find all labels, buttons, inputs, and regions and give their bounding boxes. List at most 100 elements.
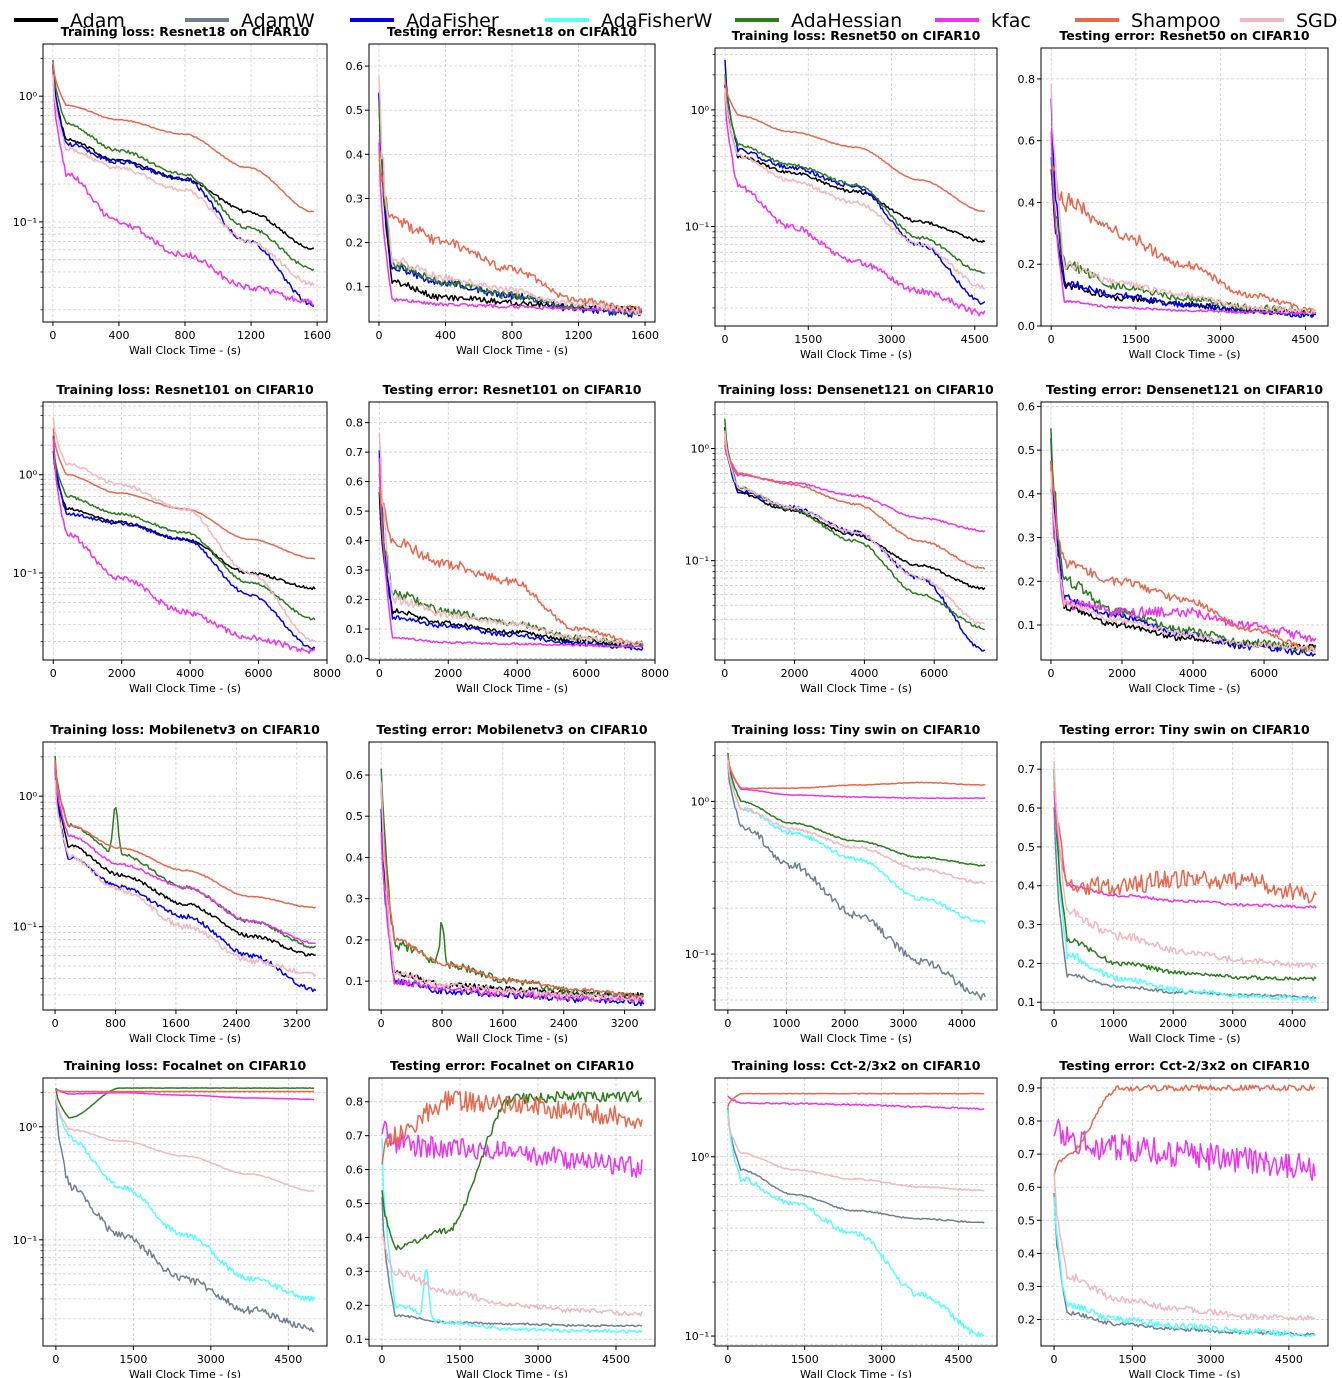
x-tick-label: 1500 <box>1122 333 1150 346</box>
x-tick-label: 4000 <box>1179 667 1207 680</box>
x-axis-label: Wall Clock Time - (s) <box>1128 1368 1240 1378</box>
x-tick-label: 1500 <box>791 1353 819 1366</box>
x-tick-label: 4000 <box>1278 1017 1306 1030</box>
series-line-adam <box>54 761 316 957</box>
x-tick-label: 400 <box>108 329 129 342</box>
grid <box>1041 48 1328 327</box>
series-lines <box>54 755 317 993</box>
panel-title: Training loss: Cct-2/3x2 on CIFAR10 <box>732 1058 981 1073</box>
x-tick-label: 4500 <box>1291 333 1319 346</box>
y-tick-label: 0.9 <box>1018 1082 1036 1095</box>
y-tick-label: 0.8 <box>1018 73 1036 86</box>
y-tick-label: 0.1 <box>1018 996 1036 1009</box>
series-line-adam <box>724 427 986 591</box>
panel-title: Testing error: Resnet101 on CIFAR10 <box>383 382 642 397</box>
x-tick-label: 3200 <box>283 1017 311 1030</box>
x-axis-label: Wall Clock Time - (s) <box>800 1368 912 1378</box>
series-line-shampoo <box>378 152 643 312</box>
y-tick-label: 0.3 <box>346 1265 364 1278</box>
x-tick-label: 2000 <box>831 1017 859 1030</box>
x-tick-label: 4500 <box>1275 1353 1303 1366</box>
panel-6: 0 2000 4000 6000 8000 0.0 0.1 0.2 0.3 0.4 0.5 0.6 0.… <box>346 382 670 695</box>
series-line-shampoo <box>52 61 314 213</box>
axes-frame <box>368 401 656 661</box>
y-tick-label: 10⁰ <box>691 795 710 808</box>
y-tick-label: 0.0 <box>1018 320 1036 333</box>
grid <box>369 1078 655 1346</box>
x-tick-label: 1600 <box>489 1017 517 1030</box>
y-tick-label: 0.5 <box>346 505 364 518</box>
x-tick-label: 6000 <box>1250 667 1278 680</box>
series-line-kfac <box>52 438 316 654</box>
x-axis-label: Wall Clock Time - (s) <box>800 348 912 361</box>
y-tick-label: 10⁻¹ <box>685 1330 709 1343</box>
series-line-adafisherw <box>1053 782 1317 1003</box>
axes-frame <box>42 401 328 661</box>
panel-15: 0 1500 3000 4500 10⁻¹ 10⁰ Training loss: Cct-2… <box>685 1058 998 1378</box>
y-tick-label: 0.8 <box>346 417 364 430</box>
series-lines <box>1050 428 1317 657</box>
x-tick-label: 1600 <box>303 329 331 342</box>
y-tick-label: 10⁻¹ <box>13 921 37 934</box>
panel-9: 0 800 1600 2400 3200 10⁻¹ 10⁰ Training loss: Mo… <box>13 722 328 1045</box>
series-line-adam <box>378 491 644 648</box>
series-line-kfac <box>54 767 316 945</box>
x-tick-label: 4500 <box>945 1353 973 1366</box>
x-tick-label: 1500 <box>119 1353 147 1366</box>
axes-frame <box>1040 1077 1329 1347</box>
legend-entry-adafisherw: AdaFisherW <box>545 10 713 32</box>
x-tick-label: 0 <box>721 333 728 346</box>
series-line-kfac <box>55 1087 315 1101</box>
axes-frame <box>368 741 656 1011</box>
series-line-kfac <box>727 1095 985 1111</box>
series-line-adam <box>1050 460 1317 651</box>
grid <box>715 48 997 326</box>
y-tick-label: 0.5 <box>346 1198 364 1211</box>
x-tick-label: 3000 <box>889 1017 917 1030</box>
series-line-kfac <box>1053 1118 1316 1182</box>
panel-title: Testing error: Densenet121 on CIFAR10 <box>1046 382 1323 397</box>
series-line-adamw <box>727 762 986 1001</box>
x-axis-label: Wall Clock Time - (s) <box>129 682 241 695</box>
series-line-adahessian <box>54 755 317 949</box>
x-tick-label: 3000 <box>878 333 906 346</box>
x-tick-label: 1200 <box>565 329 593 342</box>
series-line-adam <box>380 781 644 999</box>
y-tick-label: 0.4 <box>1018 196 1036 209</box>
series-line-adamw <box>1053 807 1317 1000</box>
y-tick-label: 0.5 <box>1018 444 1036 457</box>
series-line-adamw <box>55 1099 315 1333</box>
series-line-sgd <box>1053 1172 1316 1321</box>
y-tick-label: 10⁻¹ <box>13 567 37 580</box>
x-tick-label: 400 <box>435 329 456 342</box>
series-line-kfac <box>52 73 315 306</box>
y-tick-label: 0.1 <box>346 623 364 636</box>
series-line-adafisherw <box>727 1109 985 1338</box>
panel-title: Training loss: Resnet50 on CIFAR10 <box>732 28 981 43</box>
series-line-adamw <box>1053 1192 1316 1337</box>
series-line-adafisherw <box>1053 1196 1316 1338</box>
x-tick-label: 0 <box>1048 333 1055 346</box>
x-tick-label: 0 <box>375 329 382 342</box>
series-lines <box>727 752 986 1001</box>
y-tick-label: 0.1 <box>346 1333 364 1346</box>
series-line-kfac <box>724 444 986 533</box>
y-tick-label: 0.5 <box>1018 1214 1036 1227</box>
x-tick-label: 3200 <box>611 1017 639 1030</box>
series-lines <box>1053 1084 1316 1338</box>
y-tick-label: 0.3 <box>346 192 364 205</box>
legend-entry-adafisher: AdaFisher <box>350 10 499 32</box>
series-lines <box>378 75 643 318</box>
x-tick-label: 4500 <box>274 1353 302 1366</box>
series-line-adafisher <box>52 435 316 651</box>
x-tick-label: 6000 <box>245 667 273 680</box>
y-tick-label: 0.1 <box>346 281 364 294</box>
x-tick-label: 2000 <box>1159 1017 1187 1030</box>
x-tick-label: 0 <box>50 667 57 680</box>
panel-title: Training loss: Tiny swin on CIFAR10 <box>732 722 981 737</box>
series-lines <box>55 1087 315 1333</box>
series-line-adafisher <box>52 64 315 308</box>
legend-label: AdamW <box>241 10 315 32</box>
series-line-adafisherw <box>55 1095 315 1302</box>
axes-frame <box>1040 401 1329 661</box>
